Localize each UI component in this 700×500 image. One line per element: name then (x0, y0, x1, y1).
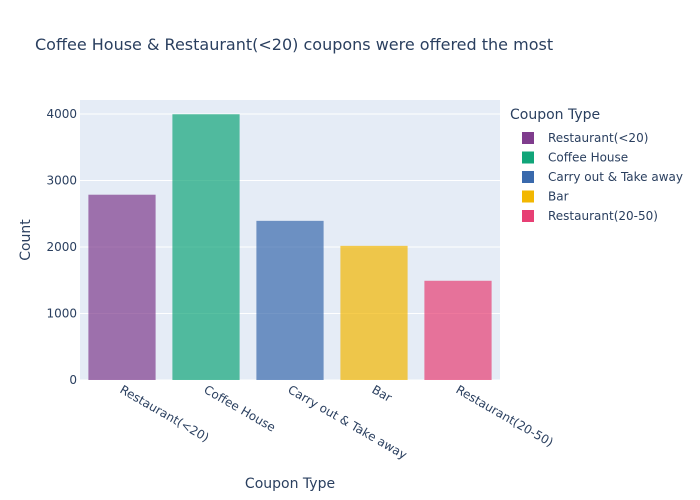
x-tick-label: Bar (370, 382, 395, 404)
bar (256, 220, 324, 380)
y-axis-ticks: 0 1000 2000 3000 4000 (46, 107, 77, 387)
y-tick-label: 1000 (46, 306, 77, 320)
y-axis-title: Count (18, 219, 34, 261)
legend-item-label[interactable]: Restaurant(<20) (548, 131, 648, 145)
bar (340, 245, 408, 380)
x-tick-label: Restaurant(20-50) (454, 382, 556, 449)
legend-swatch[interactable] (522, 190, 534, 203)
x-axis-ticks: Restaurant(<20)Coffee House Carry out & T… (118, 382, 556, 462)
y-tick-label: 2000 (46, 240, 77, 254)
bars (88, 114, 492, 380)
bar (424, 280, 492, 380)
legend: Coupon Type Restaurant(<20) Coffee House C… (510, 107, 683, 223)
legend-item-label[interactable]: Coffee House (548, 151, 628, 165)
legend-swatch[interactable] (522, 132, 534, 144)
chart-title: Coffee House & Restaurant(<20) coupons w… (35, 35, 553, 54)
x-axis-title: Coupon Type (245, 476, 335, 492)
y-tick-label: 3000 (46, 173, 77, 187)
x-tick-label: Coffee House (202, 382, 278, 434)
y-tick-label: 4000 (46, 107, 77, 121)
y-tick-label: 0 (69, 373, 77, 387)
bar (88, 194, 156, 380)
legend-item-label[interactable]: Bar (548, 190, 569, 204)
legend-title: Coupon Type (510, 107, 600, 123)
x-tick-label: Restaurant(<20) (118, 382, 212, 444)
legend-swatch[interactable] (522, 171, 534, 183)
bar (172, 114, 240, 380)
legend-swatch[interactable] (522, 151, 534, 164)
legend-item-label[interactable]: Carry out & Take away (548, 170, 683, 184)
legend-swatch[interactable] (522, 210, 534, 222)
legend-item-label[interactable]: Restaurant(20-50) (548, 209, 658, 223)
